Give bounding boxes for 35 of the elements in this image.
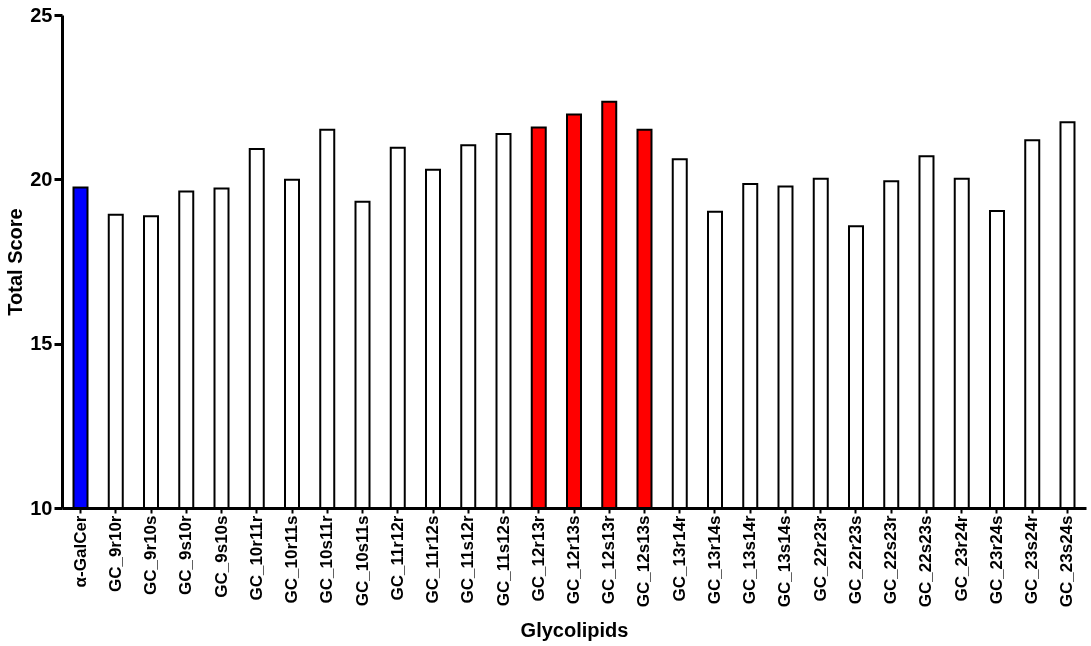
y-tick-label: 15 [30, 332, 53, 355]
x-tick-label: GC_11r12r [387, 515, 407, 601]
x-tick-label: GC_22r23r [810, 515, 830, 602]
x-tick-label: GC_22s23s [916, 515, 936, 608]
x-tick-label: GC_10r11r [246, 515, 266, 601]
x-tick-label: GC_10s11s [352, 515, 372, 607]
x-tick-label: GC_23s24r [1022, 515, 1042, 605]
x-tick-label: GC_22r23s [846, 515, 865, 605]
x-tick-label: GC_12s13s [634, 515, 654, 608]
x-tick-label: GC_23r24s [986, 515, 1006, 605]
x-tick-label: GC_11s12r [458, 515, 478, 604]
y-tick-label: 25 [30, 3, 53, 26]
x-tick-label: GC_11s12s [493, 515, 513, 607]
x-tick-label: GC_23r24r [951, 515, 971, 602]
y-tick-label: 10 [30, 496, 53, 519]
x-tick-label: GC_10r11s [282, 515, 301, 604]
x-tick-label: GC_10s11r [317, 515, 337, 604]
x-tick-label: GC_13r14r [669, 515, 689, 602]
x-tick-label: GC_12r13s [564, 515, 583, 605]
x-tick-label: GC_22s23r [881, 515, 901, 605]
x-tick-label: GC_13s14s [775, 515, 795, 608]
x-tick-label: GC_9s10s [211, 515, 231, 598]
x-tick-label: GC_13s14r [740, 515, 760, 605]
y-axis-title: Total Score [4, 208, 27, 316]
x-tick-label: GC_13r14s [705, 515, 724, 605]
x-tick-label: GC_11r12s [423, 515, 442, 604]
x-tick-label: GC_23s24s [1057, 515, 1077, 608]
x-tick-label: GC_9s10r [176, 515, 196, 595]
y-tick-label: 20 [30, 167, 53, 190]
x-tick-label: α-GalCer [70, 515, 90, 588]
x-tick-label: GC_12r13r [528, 515, 548, 602]
x-tick-label: GC_12s13r [599, 515, 619, 605]
x-tick-label: GC_9r10r [105, 515, 125, 593]
x-axis-title: Glycolipids [520, 619, 629, 642]
x-tick-label: GC_9r10s [141, 515, 161, 595]
